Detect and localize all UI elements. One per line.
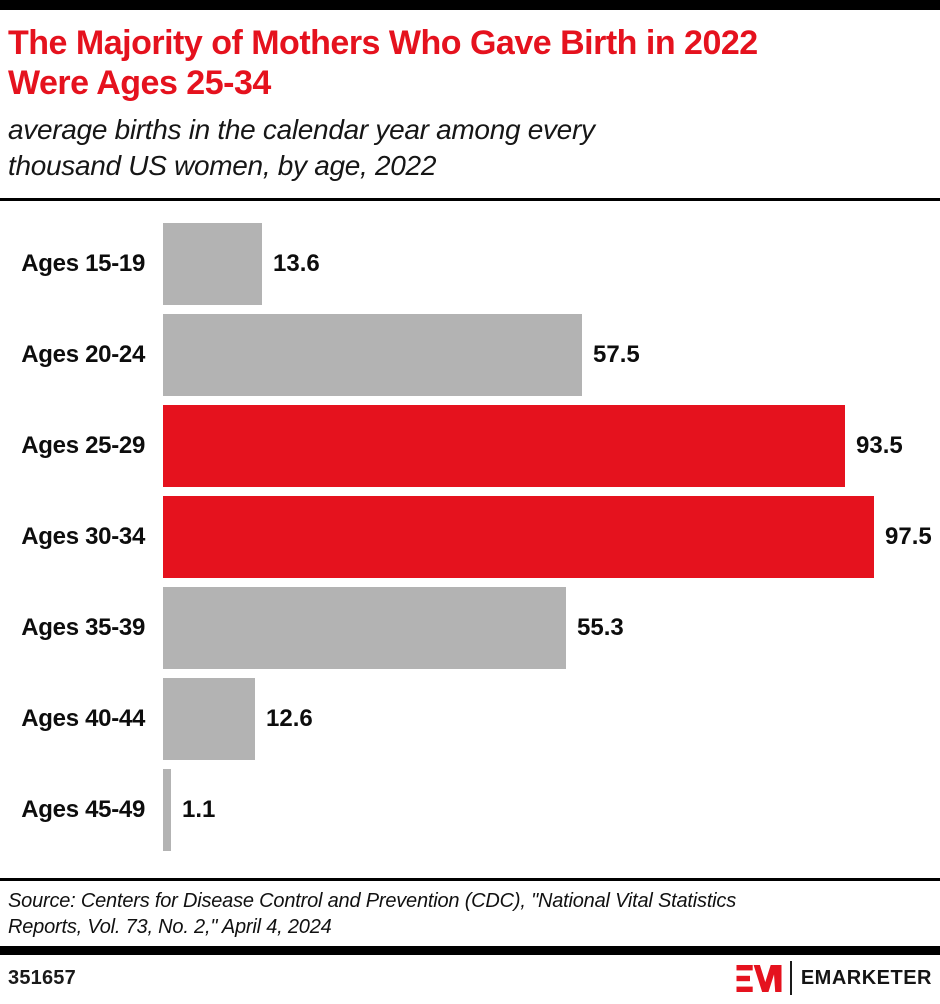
- page-title-line-2: Were Ages 25-34: [8, 64, 271, 102]
- page-title-line-1: The Majority of Mothers Who Gave Birth i…: [8, 24, 758, 62]
- top-accent-bar: [0, 0, 940, 10]
- page-title: The Majority of Mothers Who Gave Birth i…: [8, 23, 930, 103]
- category-label: Ages 35-39: [21, 614, 145, 641]
- chart-subtitle-line-1: average births in the calendar year amon…: [8, 114, 595, 145]
- header-divider-rule: [0, 198, 940, 201]
- bar-ages-25-29: [163, 405, 845, 487]
- category-label: Ages 20-24: [21, 341, 145, 368]
- value-label: 97.5: [885, 523, 932, 550]
- bar-chart: Ages 15-19 13.6 Ages 20-24 57.5 Ages 25-…: [0, 201, 940, 878]
- chart-id: 351657: [8, 966, 76, 989]
- value-label: 12.6: [266, 705, 313, 732]
- category-label: Ages 40-44: [21, 705, 145, 732]
- header: The Majority of Mothers Who Gave Birth i…: [0, 10, 940, 184]
- bar-ages-35-39: [163, 587, 566, 669]
- category-label: Ages 25-29: [21, 432, 145, 459]
- footer: 351657 EMARKETER: [0, 955, 940, 1001]
- source-note-line-2: Reports, Vol. 73, No. 2," April 4, 2024: [8, 916, 332, 938]
- logo-divider: [789, 961, 792, 995]
- brand-wordmark: EMARKETER: [800, 966, 932, 989]
- bar-ages-15-19: [163, 223, 262, 305]
- source-divider-rule: [0, 878, 940, 881]
- chart-subtitle: average births in the calendar year amon…: [8, 112, 930, 184]
- brand-logo: EMARKETER: [736, 961, 932, 995]
- category-label: Ages 30-34: [21, 523, 145, 550]
- value-label: 93.5: [856, 432, 903, 459]
- chart-subtitle-line-2: thousand US women, by age, 2022: [8, 150, 437, 181]
- bottom-accent-bar: [0, 946, 940, 955]
- bar-ages-20-24: [163, 314, 582, 396]
- bar-row-ages-45-49: Ages 45-49 1.1: [0, 769, 940, 851]
- value-label: 1.1: [182, 796, 216, 823]
- source-note-line-1: Source: Centers for Disease Control and …: [8, 890, 737, 912]
- em-logomark-icon: [736, 964, 782, 992]
- bar-row-ages-35-39: Ages 35-39 55.3: [0, 587, 940, 669]
- category-label: Ages 45-49: [21, 796, 145, 823]
- bar-row-ages-15-19: Ages 15-19 13.6: [0, 223, 940, 305]
- value-label: 13.6: [273, 250, 320, 277]
- bar-row-ages-20-24: Ages 20-24 57.5: [0, 314, 940, 396]
- value-label: 55.3: [577, 614, 624, 641]
- bar-ages-45-49: [163, 769, 171, 851]
- category-label: Ages 15-19: [21, 250, 145, 277]
- bar-row-ages-30-34: Ages 30-34 97.5: [0, 496, 940, 578]
- value-label: 57.5: [593, 341, 640, 368]
- bar-ages-30-34: [163, 496, 874, 578]
- bar-row-ages-25-29: Ages 25-29 93.5: [0, 405, 940, 487]
- bar-ages-40-44: [163, 678, 255, 760]
- bar-row-ages-40-44: Ages 40-44 12.6: [0, 678, 940, 760]
- source-note: Source: Centers for Disease Control and …: [0, 881, 940, 946]
